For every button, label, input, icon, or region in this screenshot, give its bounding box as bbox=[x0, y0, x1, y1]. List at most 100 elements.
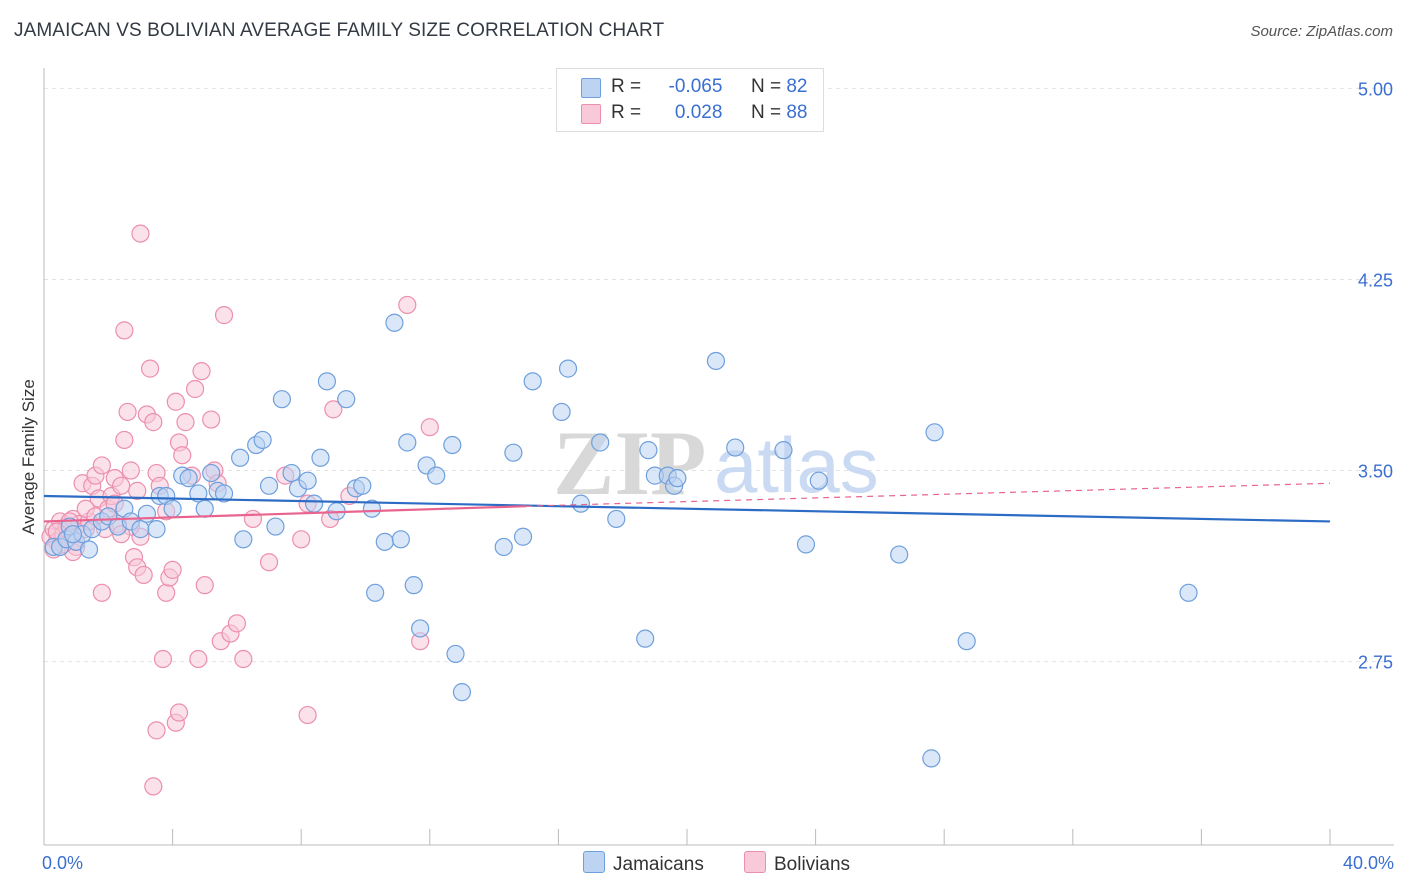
bottom-legend-jamaicans[interactable]: Jamaicans bbox=[583, 851, 704, 876]
jamaican-point bbox=[446, 644, 465, 664]
bolivian-point bbox=[121, 461, 140, 480]
jamaican-point bbox=[494, 537, 513, 557]
jamaican-point bbox=[427, 466, 446, 485]
bolivians-label: Bolivians bbox=[774, 854, 851, 875]
bolivian-point bbox=[115, 321, 134, 340]
x-axis-ticks bbox=[43, 829, 1331, 845]
jamaican-point bbox=[63, 525, 83, 544]
x-tick-label-max: 40.0% bbox=[1343, 853, 1394, 873]
bolivian-point bbox=[398, 295, 417, 315]
bolivian-point bbox=[92, 456, 111, 475]
jamaican-point bbox=[131, 520, 150, 539]
bolivian-point bbox=[202, 410, 221, 429]
bolivian-point bbox=[192, 362, 211, 381]
bolivian-point bbox=[324, 400, 343, 419]
y-tick-label: 2.75 bbox=[1358, 653, 1393, 673]
jamaican-point bbox=[366, 583, 385, 602]
legend-r-value: -0.065 bbox=[668, 76, 723, 97]
legend-swatch-pink bbox=[581, 104, 601, 124]
jamaican-point bbox=[504, 443, 523, 462]
y-tick-label: 5.00 bbox=[1358, 79, 1393, 99]
legend-n-label: N = bbox=[750, 76, 782, 97]
bolivian-point bbox=[259, 553, 279, 572]
legend-swatch-blue bbox=[581, 78, 601, 98]
bottom-legend-bolivians[interactable]: Bolivians bbox=[744, 851, 850, 876]
source-label: Source: ZipAtlas.com bbox=[1250, 23, 1393, 40]
bolivian-point bbox=[134, 565, 153, 585]
jamaican-point bbox=[202, 463, 221, 483]
jamaican-point bbox=[957, 632, 976, 651]
jamaican-point bbox=[362, 499, 382, 518]
jamaican-point bbox=[317, 372, 337, 391]
jamaican-point bbox=[259, 476, 279, 495]
jamaican-point bbox=[706, 351, 726, 371]
bolivian-point bbox=[173, 446, 192, 465]
jamaicans-label: Jamaicans bbox=[613, 854, 704, 875]
jamaican-point bbox=[391, 530, 410, 549]
jamaican-point bbox=[411, 619, 430, 638]
bolivian-point bbox=[115, 430, 134, 450]
jamaican-point bbox=[591, 433, 610, 452]
bolivian-point bbox=[157, 583, 176, 602]
legend-r-value: 0.028 bbox=[674, 102, 723, 123]
jamaican-point bbox=[137, 504, 156, 523]
jamaican-point bbox=[375, 532, 394, 551]
jamaican-point bbox=[189, 484, 208, 503]
bolivians-trend-line-extension bbox=[526, 482, 1331, 507]
jamaican-point bbox=[558, 359, 578, 378]
jamaican-point bbox=[809, 471, 828, 490]
jamaicans-points bbox=[44, 313, 1198, 768]
y-tick-label: 3.50 bbox=[1358, 462, 1393, 482]
jamaican-point bbox=[266, 517, 285, 536]
jamaican-point bbox=[1179, 583, 1198, 602]
jamaican-point bbox=[234, 530, 253, 549]
jamaican-point bbox=[443, 435, 462, 455]
bolivian-point bbox=[92, 583, 111, 602]
jamaican-point bbox=[231, 448, 250, 467]
bolivian-point bbox=[163, 560, 182, 579]
legend-r-label: R = bbox=[611, 102, 642, 123]
bolivian-point bbox=[131, 224, 150, 243]
correlation-legend: R = -0.065 N = 82 R = 0.028 N = 88 bbox=[556, 68, 824, 132]
jamaican-point bbox=[607, 509, 626, 529]
jamaicans-trend-line bbox=[43, 494, 1331, 523]
jamaicans-swatch bbox=[583, 851, 605, 873]
watermark-atlas: atlas bbox=[714, 421, 879, 509]
jamaican-point bbox=[668, 469, 687, 488]
bolivian-point bbox=[144, 413, 163, 432]
bolivian-point bbox=[144, 777, 163, 796]
bolivians-trend-line bbox=[43, 505, 527, 523]
jamaican-point bbox=[163, 499, 182, 518]
jamaican-point bbox=[452, 683, 472, 702]
bolivian-point bbox=[147, 721, 166, 740]
legend-n-label: N = bbox=[750, 102, 782, 123]
jamaican-point bbox=[79, 540, 99, 559]
jamaican-point bbox=[298, 471, 317, 490]
y-tick-label: 4.25 bbox=[1358, 270, 1393, 290]
bolivians-swatch bbox=[744, 851, 766, 873]
jamaican-point bbox=[253, 430, 272, 450]
bolivian-point bbox=[118, 402, 137, 422]
bolivian-point bbox=[140, 359, 160, 378]
bolivian-point bbox=[166, 392, 185, 411]
x-tick-label-min: 0.0% bbox=[42, 853, 83, 873]
jamaican-point bbox=[404, 576, 423, 595]
bolivian-point bbox=[189, 649, 208, 669]
bolivian-point bbox=[195, 576, 214, 595]
bolivian-point bbox=[112, 476, 131, 495]
jamaican-point bbox=[195, 499, 214, 518]
jamaican-point bbox=[337, 390, 356, 409]
bolivian-point bbox=[420, 418, 439, 437]
jamaican-point bbox=[639, 441, 658, 460]
bolivian-point bbox=[292, 530, 311, 549]
jamaican-point bbox=[398, 433, 417, 452]
axes bbox=[43, 68, 1394, 846]
jamaican-point bbox=[796, 535, 816, 554]
jamaican-point bbox=[179, 469, 198, 488]
bolivian-point bbox=[128, 481, 147, 500]
jamaican-point bbox=[636, 629, 655, 648]
y-tick-labels: 2.75 3.50 4.25 5.00 bbox=[1358, 79, 1393, 672]
legend-n-value: 82 bbox=[786, 76, 808, 97]
jamaican-point bbox=[523, 372, 542, 391]
